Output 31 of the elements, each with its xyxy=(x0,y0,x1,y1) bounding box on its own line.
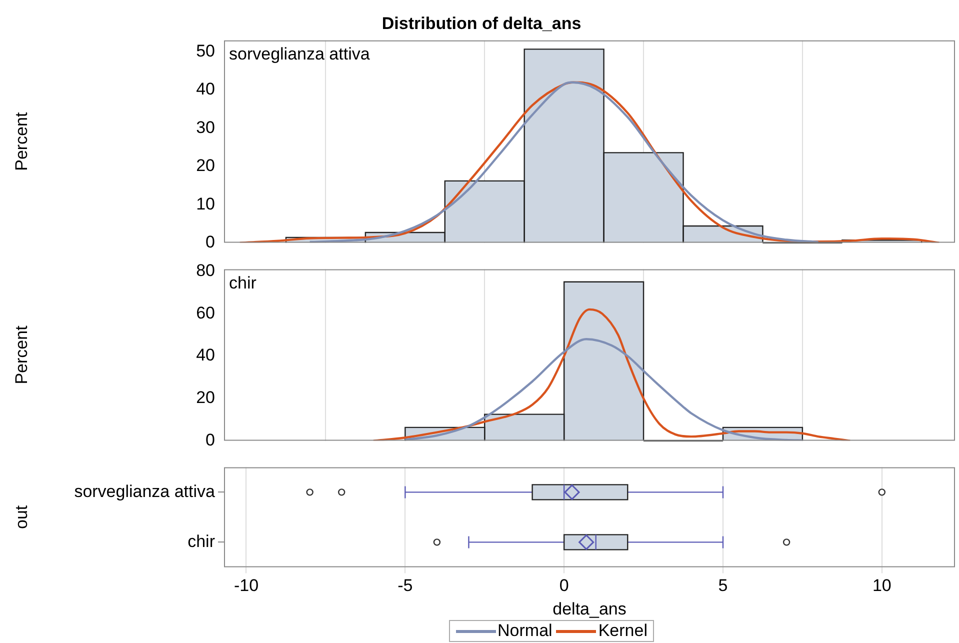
y-axis-title: Percent xyxy=(12,112,31,171)
y-tick-label: chir xyxy=(188,532,216,551)
annotation: chir xyxy=(229,273,257,292)
x-tick-label: -10 xyxy=(234,576,259,596)
legend-label: Normal xyxy=(498,621,552,641)
line-series xyxy=(404,338,804,441)
y-tick-label: sorveglianza attiva xyxy=(74,482,216,501)
x-tick-label: 10 xyxy=(872,576,892,596)
y-tick-label: 0 xyxy=(206,430,215,450)
y-tick-label: 60 xyxy=(196,303,215,322)
y-tick-label: 80 xyxy=(196,261,215,280)
x-tick-label: 5 xyxy=(718,576,728,596)
line-series xyxy=(308,81,820,243)
y-tick-label: 0 xyxy=(206,232,215,252)
y-tick-label: 30 xyxy=(196,118,215,137)
annotation: sorveglianza attiva xyxy=(229,44,370,64)
x-tick-label: -5 xyxy=(398,576,413,596)
y-axis-title: Percent xyxy=(12,325,31,384)
line-series xyxy=(238,81,940,243)
x-axis-title: delta_ans xyxy=(552,599,626,618)
y-tick-label: 20 xyxy=(196,156,215,176)
y-tick-label: 40 xyxy=(196,80,215,99)
y-axis-title: out xyxy=(12,505,31,530)
line-series xyxy=(372,308,852,441)
y-tick-label: 10 xyxy=(196,194,215,214)
legend-label: Kernel xyxy=(598,621,648,641)
y-tick-label: 20 xyxy=(196,388,215,408)
chart-title: Distribution of delta_ans xyxy=(382,14,582,33)
y-tick-label: 40 xyxy=(196,346,215,365)
y-tick-label: 50 xyxy=(196,42,215,61)
x-tick-label: 0 xyxy=(559,576,569,596)
